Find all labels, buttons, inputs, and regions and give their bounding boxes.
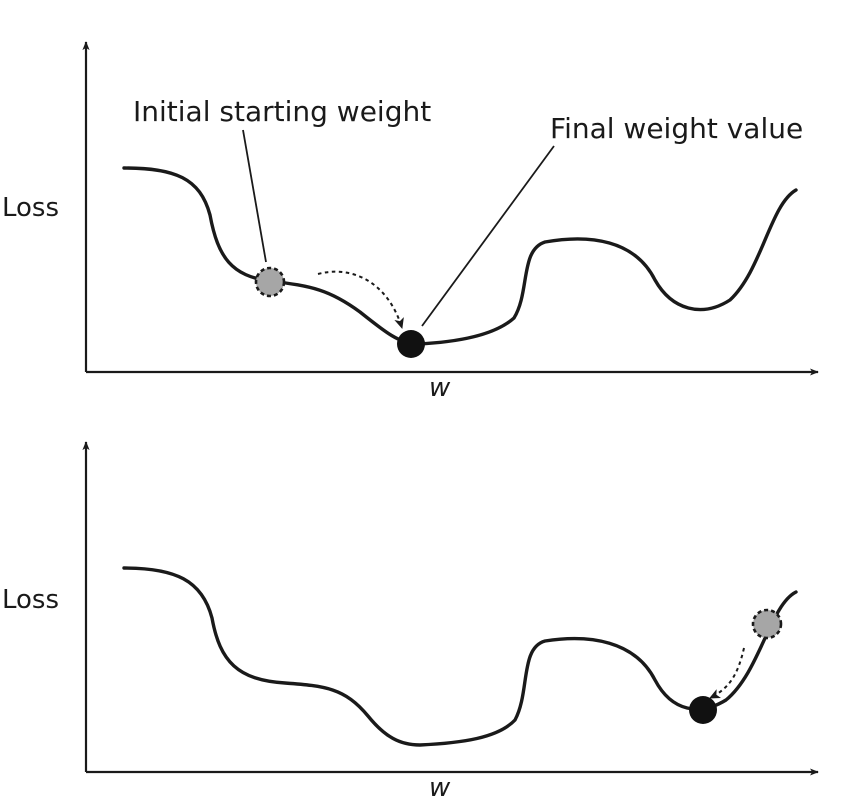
initial-weight-marker-bottom: [751, 608, 783, 640]
x-axis-label-bottom: w: [429, 773, 451, 803]
initial-weight-marker-top: [254, 266, 286, 298]
initial-starting-weight-label: Initial starting weight: [133, 95, 431, 128]
panel-top: Loss w Initial starting weight Final wei…: [2, 41, 819, 403]
descent-arrow-top: [317, 270, 404, 330]
end-leader-line: [421, 145, 555, 327]
final-weight-marker-bottom: [689, 696, 717, 724]
panel-bottom: Loss w: [2, 441, 819, 803]
y-axis-label-top: Loss: [2, 193, 59, 223]
descent-arrow-bottom: [709, 647, 745, 699]
loss-curve-top: [122, 166, 798, 346]
final-weight-value-label: Final weight value: [550, 112, 803, 145]
x-axis-label-top: w: [429, 373, 451, 403]
y-axis-label-bottom: Loss: [2, 585, 59, 615]
start-leader-line: [242, 129, 267, 263]
final-weight-marker-top: [397, 330, 425, 358]
